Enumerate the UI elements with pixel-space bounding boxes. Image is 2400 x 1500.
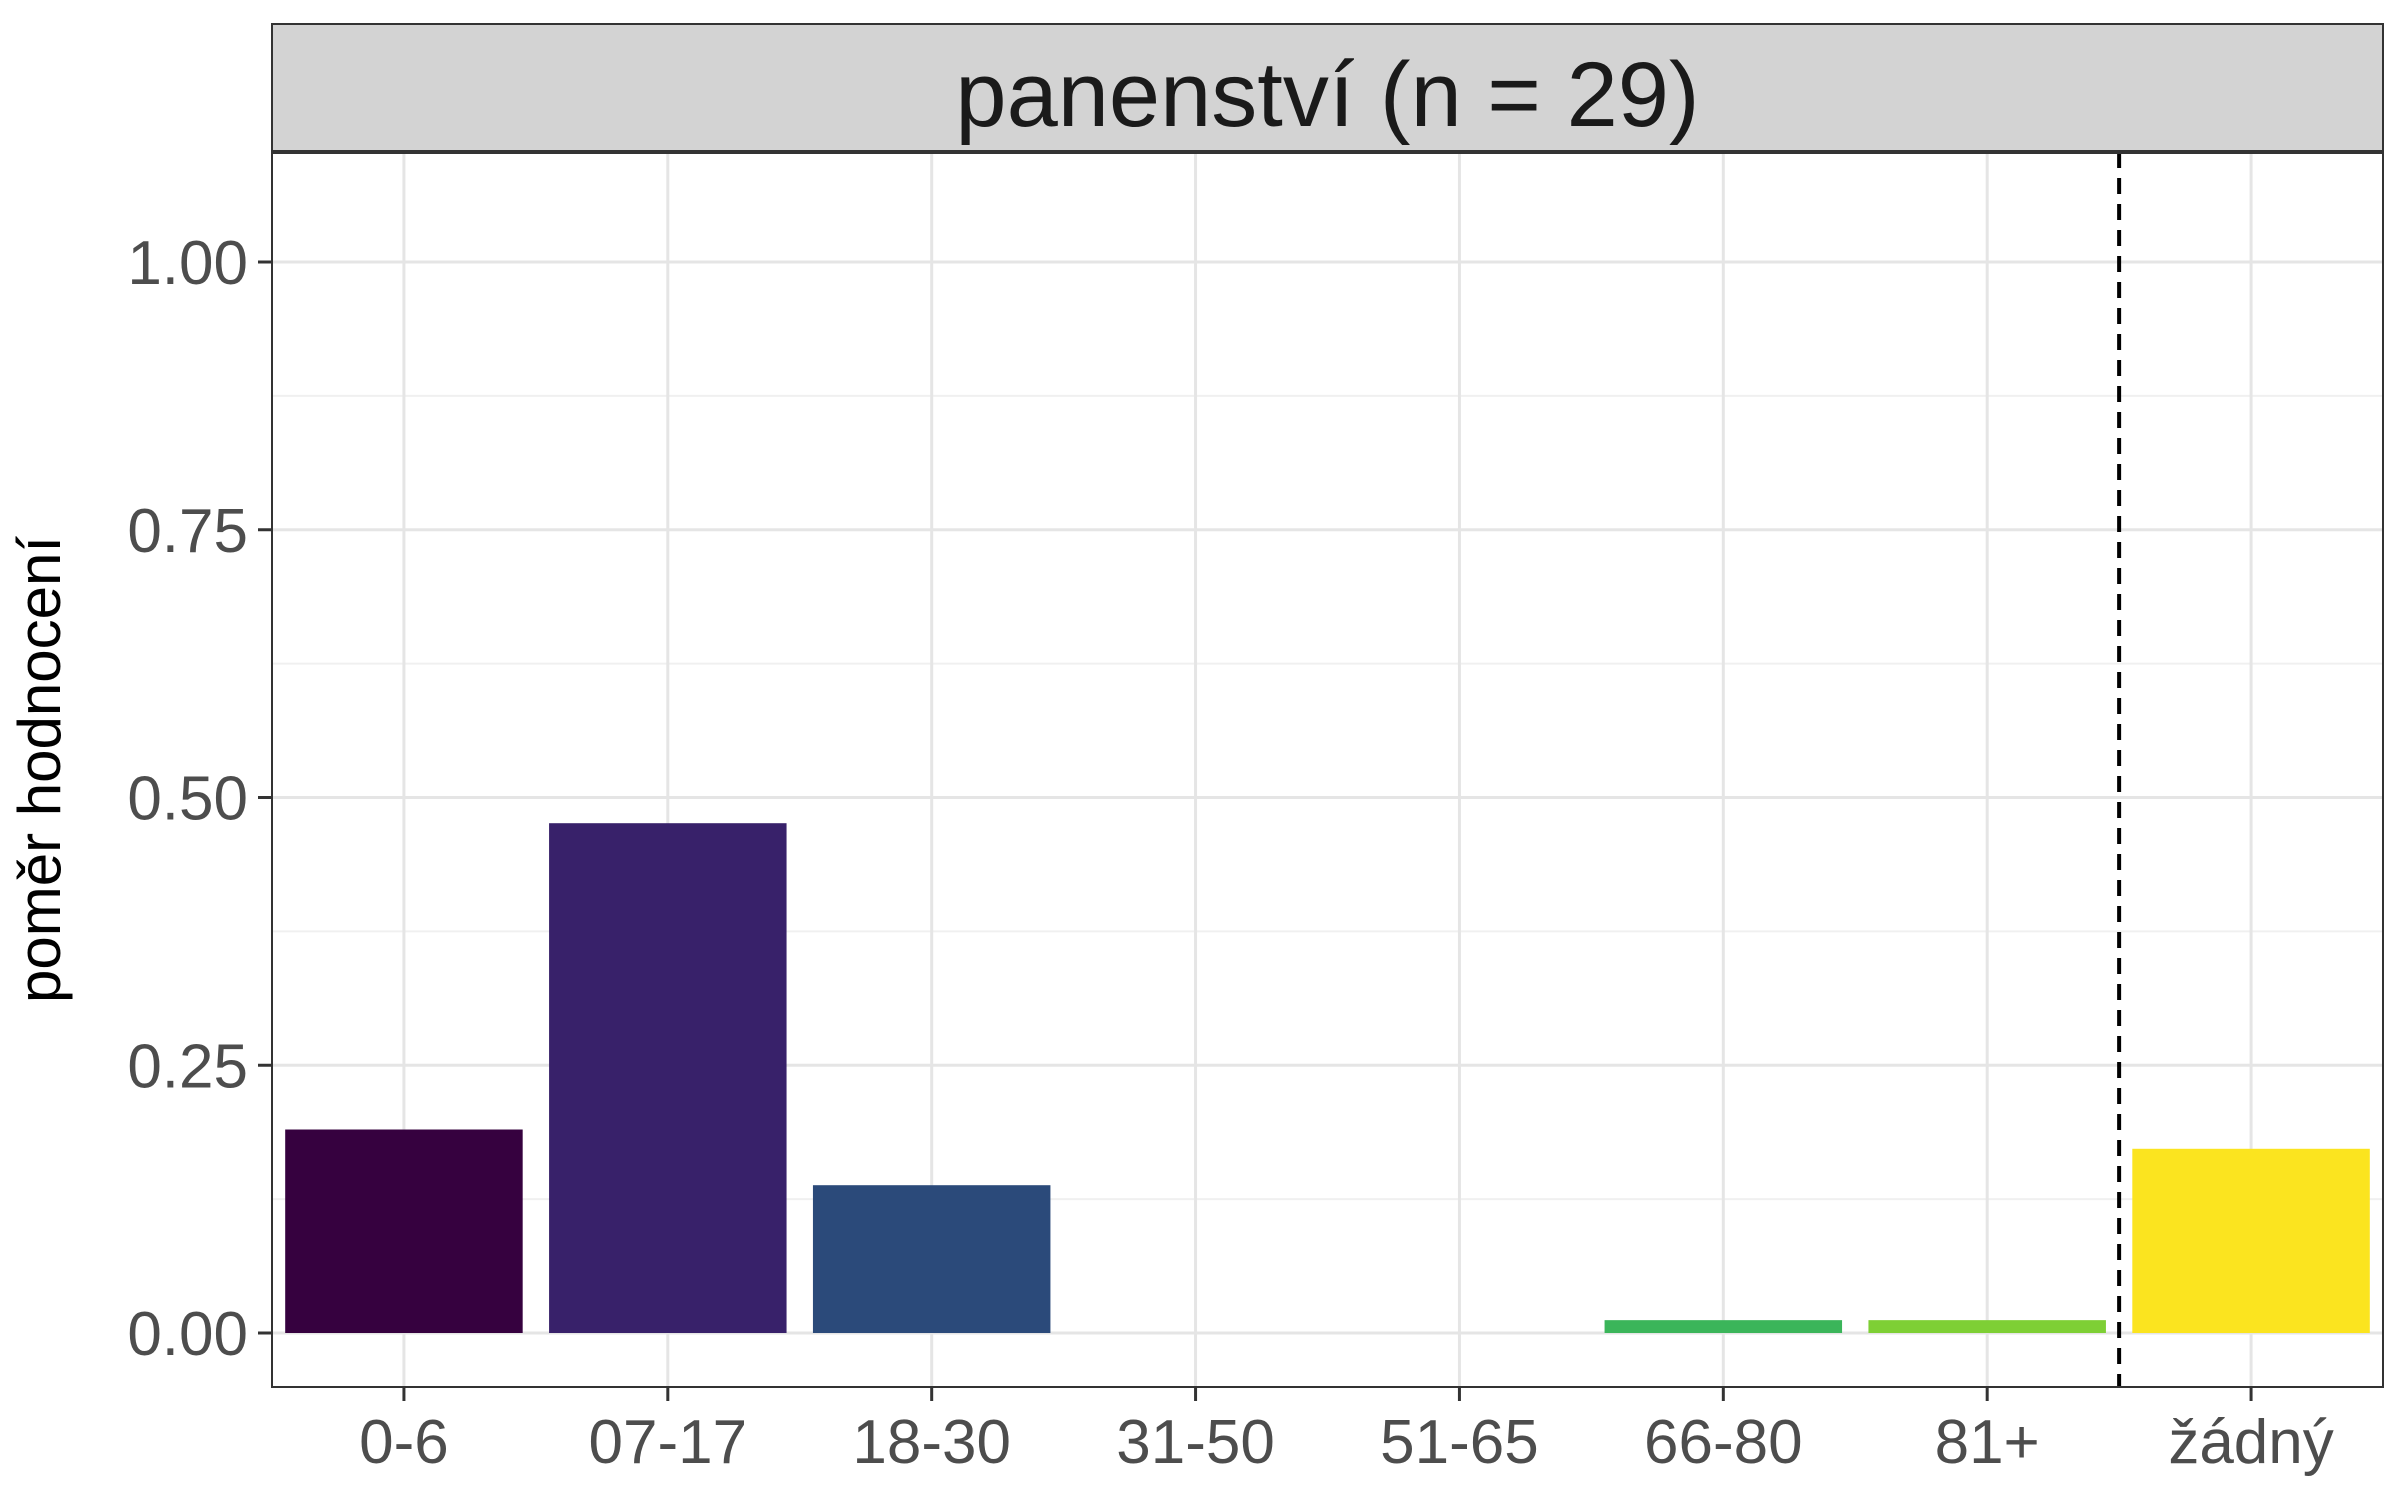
x-tick-label: 81+ xyxy=(1935,1408,2040,1477)
bar-žádný xyxy=(2132,1148,2370,1333)
x-tick-label: 66-80 xyxy=(1644,1408,1803,1477)
x-tick-label: 31-50 xyxy=(1116,1408,1275,1477)
x-axis-ticks: 0-6 07-17 18-30 31-50 51-65 66-80 81+ žádný xyxy=(359,1387,2334,1477)
bar-18-30 xyxy=(812,1185,1051,1333)
y-tick-label: 1.00 xyxy=(127,229,248,298)
x-tick-label: 18-30 xyxy=(852,1408,1011,1477)
bar-07-17 xyxy=(549,823,787,1333)
x-tick-label: 0-6 xyxy=(359,1408,449,1477)
y-tick-label: 0.50 xyxy=(127,765,248,834)
grid-lines xyxy=(272,152,2383,1387)
y-tick-label: 0.25 xyxy=(127,1032,248,1101)
bar-81+ xyxy=(1868,1320,2106,1333)
x-tick-label: žádný xyxy=(2168,1408,2333,1477)
bars xyxy=(285,823,2370,1333)
y-axis-ticks: 0.00 0.25 0.50 0.75 1.00 xyxy=(127,229,272,1369)
x-tick-label: 07-17 xyxy=(589,1408,748,1477)
y-axis-label: poměr hodnocení xyxy=(6,536,73,1003)
y-tick-label: 0.75 xyxy=(127,497,248,566)
bar-66-80 xyxy=(1604,1320,1843,1333)
y-tick-label: 0.00 xyxy=(127,1300,248,1369)
x-tick-label: 51-65 xyxy=(1380,1408,1539,1477)
facet-title: panenství (n = 29) xyxy=(955,44,1699,146)
bar-0-6 xyxy=(285,1129,523,1333)
